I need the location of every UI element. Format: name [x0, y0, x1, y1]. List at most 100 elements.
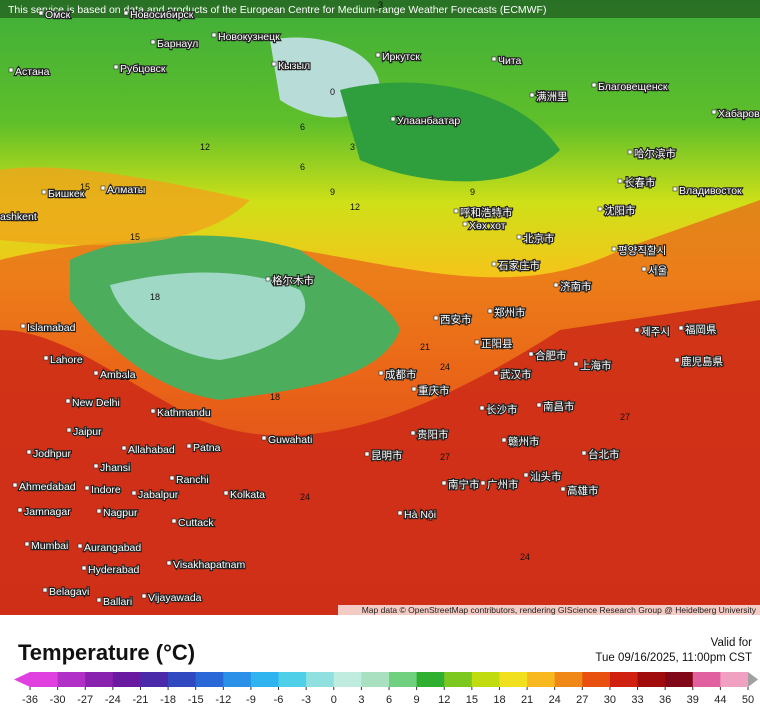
city-label: 高雄市: [567, 484, 599, 497]
city-marker: [77, 543, 83, 549]
city-marker: [611, 246, 617, 252]
colorbar-segment: [416, 672, 445, 687]
city-marker: [411, 386, 417, 392]
city-label: Чита: [498, 55, 522, 67]
city-label: 满洲里: [536, 91, 568, 103]
city-marker: [672, 186, 678, 192]
city-label: 合肥市: [535, 349, 567, 362]
city-label: Новокузнецк: [218, 31, 280, 43]
city-label: 长沙市: [486, 403, 518, 416]
city-marker: [591, 82, 597, 88]
city-label: 上海市: [580, 359, 612, 372]
city-marker: [20, 323, 26, 329]
city-label: 广州市: [487, 478, 519, 491]
city-marker: [17, 507, 23, 513]
contour-label: 9: [330, 187, 335, 197]
colorbar-tick-label: 44: [714, 694, 726, 706]
city-label: 武汉市: [500, 368, 532, 381]
legend: Temperature (°C) Valid for Tue 09/16/202…: [14, 637, 758, 706]
contour-label: 24: [300, 492, 310, 502]
city-label: Ambala: [100, 369, 136, 381]
city-marker: [581, 450, 587, 456]
city-marker: [516, 234, 522, 240]
contour-label: 6: [300, 122, 305, 132]
city-marker: [678, 325, 684, 331]
city-label: 重庆市: [418, 384, 450, 397]
colorbar-tick-label: -12: [215, 694, 231, 706]
city-label: Астана: [15, 66, 50, 78]
contour-label: 12: [200, 142, 210, 152]
valid-time: Tue 09/16/2025, 11:00pm CST: [595, 652, 752, 664]
city-label: Visakhapatnam: [173, 559, 245, 571]
city-label: 郑州市: [494, 306, 526, 319]
city-label: Алматы: [107, 184, 145, 196]
city-label: Ahmedabad: [19, 481, 76, 493]
colorbar-segment: [527, 672, 556, 687]
city-label: Омск: [45, 9, 71, 21]
colorbar-tick-label: 6: [386, 694, 392, 706]
city-marker: [597, 206, 603, 212]
city-label: 贵阳市: [417, 428, 449, 441]
city-marker: [560, 486, 566, 492]
city-label: Владивосток: [679, 185, 742, 197]
city-label: 成都市: [385, 368, 417, 381]
city-label: Ballari: [103, 596, 132, 608]
city-label: 鹿児島県: [681, 355, 723, 368]
contour-label: 18: [150, 292, 160, 302]
city-label: Vijayawada: [148, 592, 202, 604]
colorbar-segment: [471, 672, 500, 687]
city-label: 长春市: [624, 176, 656, 189]
colorbar-tick-label: 18: [493, 694, 505, 706]
city-label: 福岡県: [685, 323, 717, 336]
contour-label: 21: [120, 372, 130, 382]
city-marker: [573, 361, 579, 367]
city-marker: [123, 10, 129, 16]
city-marker: [711, 109, 717, 115]
city-marker: [93, 463, 99, 469]
city-label: Hyderabad: [88, 564, 140, 576]
city-label: Jamnagar: [24, 506, 71, 518]
colorbar-arrow-right: [748, 672, 758, 687]
contour-label: 24: [440, 362, 450, 372]
city-label: Nagpur: [103, 507, 138, 519]
contour-label: 15: [130, 232, 140, 242]
colorbar-segment: [389, 672, 418, 687]
city-marker: [390, 116, 396, 122]
colorbar-tick-label: -6: [274, 694, 284, 706]
city-marker: [397, 510, 403, 516]
city-marker: [627, 149, 633, 155]
colorbar-tick-label: 36: [659, 694, 671, 706]
city-marker: [523, 472, 529, 478]
notice: This service is based on data and produc…: [8, 4, 546, 16]
city-label: 南宁市: [448, 478, 480, 491]
city-marker: [265, 276, 271, 282]
colorbar-segment: [57, 672, 86, 687]
city-marker: [186, 443, 192, 449]
city-label: 正阳县: [481, 338, 513, 350]
city-marker: [150, 408, 156, 414]
city-label: Jabalpur: [138, 489, 179, 501]
city-marker: [81, 565, 87, 571]
city-label: Allahabad: [128, 444, 175, 456]
city-label: Lahore: [50, 354, 83, 366]
colorbar-segment: [499, 672, 528, 687]
city-marker: [96, 508, 102, 514]
colorbar-tick-label: -21: [133, 694, 149, 706]
city-marker: [65, 398, 71, 404]
colorbar-tick-label: 30: [604, 694, 616, 706]
city-marker: [441, 480, 447, 486]
colorbar-tick-label: -30: [50, 694, 66, 706]
colorbar-tick-label: 50: [742, 694, 754, 706]
colorbar-tick-label: -36: [22, 694, 38, 706]
city-marker: [41, 189, 47, 195]
city-marker: [479, 405, 485, 411]
city-marker: [528, 351, 534, 357]
notice-band: [0, 0, 760, 18]
city-label: ashkent: [0, 211, 37, 223]
city-label: 哈尔滨市: [634, 147, 676, 160]
city-label: Хабаровск: [718, 108, 760, 120]
city-label: Kathmandu: [157, 407, 211, 419]
city-marker: [375, 52, 381, 58]
colorbar-tick-label: 15: [466, 694, 478, 706]
